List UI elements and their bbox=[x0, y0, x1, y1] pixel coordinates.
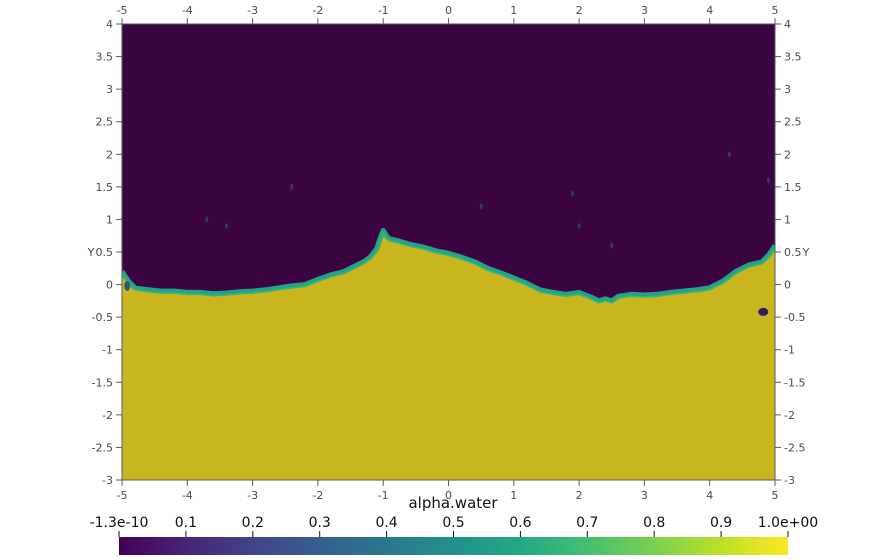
x-tick-label-bottom: -4 bbox=[182, 489, 193, 502]
x-tick-label-top: 4 bbox=[706, 4, 713, 17]
y-tick-label-left: 0.5 bbox=[96, 246, 114, 259]
interface-band-outer bbox=[122, 228, 775, 304]
spray-droplet bbox=[479, 203, 483, 210]
y-tick-label-left: -2 bbox=[102, 409, 113, 422]
y-tick-label-left: -3 bbox=[102, 474, 113, 487]
y-tick-label-right: -1.5 bbox=[784, 376, 805, 389]
x-tick-label-top: 3 bbox=[641, 4, 648, 17]
x-tick-label-top: -5 bbox=[117, 4, 128, 17]
colorbar-tick-label: 0.9 bbox=[710, 515, 732, 531]
x-tick-label-bottom: 0 bbox=[445, 489, 452, 502]
interface-band-inner bbox=[122, 230, 775, 304]
x-tick-label-top: -4 bbox=[182, 4, 193, 17]
x-tick-label-bottom: 3 bbox=[641, 489, 648, 502]
colorbar-tick-label: 0.1 bbox=[175, 515, 197, 531]
y-tick-label-left: -0.5 bbox=[92, 311, 113, 324]
y-tick-label-right: -3 bbox=[784, 474, 795, 487]
y-tick-label-left: -2.5 bbox=[92, 441, 113, 454]
x-tick-label-bottom: -3 bbox=[247, 489, 258, 502]
spray-droplet bbox=[290, 183, 294, 190]
y-tick-label-left: -1 bbox=[102, 344, 113, 357]
y-tick-label-right: 0.5 bbox=[784, 246, 802, 259]
x-tick-label-top: 2 bbox=[576, 4, 583, 17]
x-tick-label-bottom: 5 bbox=[772, 489, 779, 502]
y-axis-right: -3 -2.5 -2 -1.5 -1 -0.5 0 0.5 1 1.5 2 2.5 3 3.5 4 bbox=[775, 18, 805, 487]
colorbar-tick-label: 0.4 bbox=[375, 515, 397, 531]
spray-droplet bbox=[577, 222, 581, 229]
y-tick-label-right: -2 bbox=[784, 409, 795, 422]
colorbar-tick-label: 0.7 bbox=[576, 515, 598, 531]
x-tick-label-bottom: -1 bbox=[378, 489, 389, 502]
x-tick-label-top: -1 bbox=[378, 4, 389, 17]
x-tick-label-bottom: 1 bbox=[510, 489, 517, 502]
bubble bbox=[758, 307, 769, 316]
spray-droplet bbox=[224, 222, 228, 229]
x-tick-label-bottom: 2 bbox=[576, 489, 583, 502]
spray-droplets bbox=[124, 151, 770, 316]
colorbar-tick-label: -1.3e-10 bbox=[90, 515, 149, 531]
y-tick-label-left: 3.5 bbox=[96, 51, 114, 64]
x-tick-label-top: 0 bbox=[445, 4, 452, 17]
colorbar-ticks: -1.3e-10 0.1 0.2 0.3 0.4 0.5 0.6 0.7 0.8 0.9 1.0e+… bbox=[90, 515, 818, 537]
x-tick-label-top: -2 bbox=[312, 4, 323, 17]
y-tick-label-left: 1 bbox=[106, 213, 113, 226]
water-region bbox=[122, 230, 775, 480]
y-tick-label-right: 3.5 bbox=[784, 51, 802, 64]
colorbar-tick-label: 0.6 bbox=[509, 515, 531, 531]
x-tick-label-bottom: -5 bbox=[117, 489, 128, 502]
y-tick-label-right: 3 bbox=[784, 83, 791, 96]
spray-droplet bbox=[727, 151, 731, 158]
y-axis-left: -3 -2.5 -2 -1.5 -1 -0.5 0 0.5 1 1.5 2 2.5 3 3.5 4 bbox=[92, 18, 122, 487]
y-tick-label-left: 0 bbox=[106, 279, 113, 292]
colorbar-tick-label: 0.8 bbox=[643, 515, 665, 531]
y-tick-label-left: -1.5 bbox=[92, 376, 113, 389]
y-tick-label-right: 2 bbox=[784, 148, 791, 161]
x-tick-label-top: -3 bbox=[247, 4, 258, 17]
field-image bbox=[122, 24, 775, 480]
y-tick-label-right: 1.5 bbox=[784, 181, 802, 194]
y-tick-label-right: -1 bbox=[784, 344, 795, 357]
y-axis-label-left: Y bbox=[87, 246, 95, 259]
colorbar-tick-label: 1.0e+00 bbox=[758, 515, 818, 531]
y-tick-label-left: 2 bbox=[106, 148, 113, 161]
spray-droplet bbox=[766, 177, 770, 184]
x-tick-label-top: 5 bbox=[772, 4, 779, 17]
colorbar-tick-label: 0.5 bbox=[442, 515, 464, 531]
x-tick-label-bottom: 4 bbox=[706, 489, 713, 502]
x-tick-label-top: 1 bbox=[510, 4, 517, 17]
y-tick-label-right: 1 bbox=[784, 213, 791, 226]
spray-droplet bbox=[610, 242, 614, 249]
y-tick-label-left: 4 bbox=[106, 18, 113, 31]
colorbar-title: alpha.water bbox=[408, 494, 498, 512]
colorbar-tick-label: 0.2 bbox=[242, 515, 264, 531]
y-tick-label-right: 4 bbox=[784, 18, 791, 31]
y-tick-label-right: -0.5 bbox=[784, 311, 805, 324]
y-tick-label-right: -2.5 bbox=[784, 441, 805, 454]
y-tick-label-left: 2.5 bbox=[96, 116, 114, 129]
colorbar-tick-label: 0.3 bbox=[309, 515, 331, 531]
y-tick-label-right: 2.5 bbox=[784, 116, 802, 129]
y-tick-label-left: 1.5 bbox=[96, 181, 114, 194]
x-tick-label-bottom: -2 bbox=[312, 489, 323, 502]
x-axis-bottom: -5 -4 -3 -2 -1 0 1 2 3 4 5 bbox=[117, 480, 779, 502]
y-tick-label-right: 0 bbox=[784, 279, 791, 292]
bubble bbox=[124, 280, 131, 291]
y-axis-label-right: Y bbox=[802, 246, 810, 259]
y-tick-label-left: 3 bbox=[106, 83, 113, 96]
x-axis-top: -5 -4 -3 -2 -1 0 1 2 3 4 5 bbox=[117, 4, 779, 24]
spray-droplet bbox=[205, 216, 209, 223]
spray-droplet bbox=[571, 190, 575, 197]
colorbar bbox=[119, 537, 788, 555]
